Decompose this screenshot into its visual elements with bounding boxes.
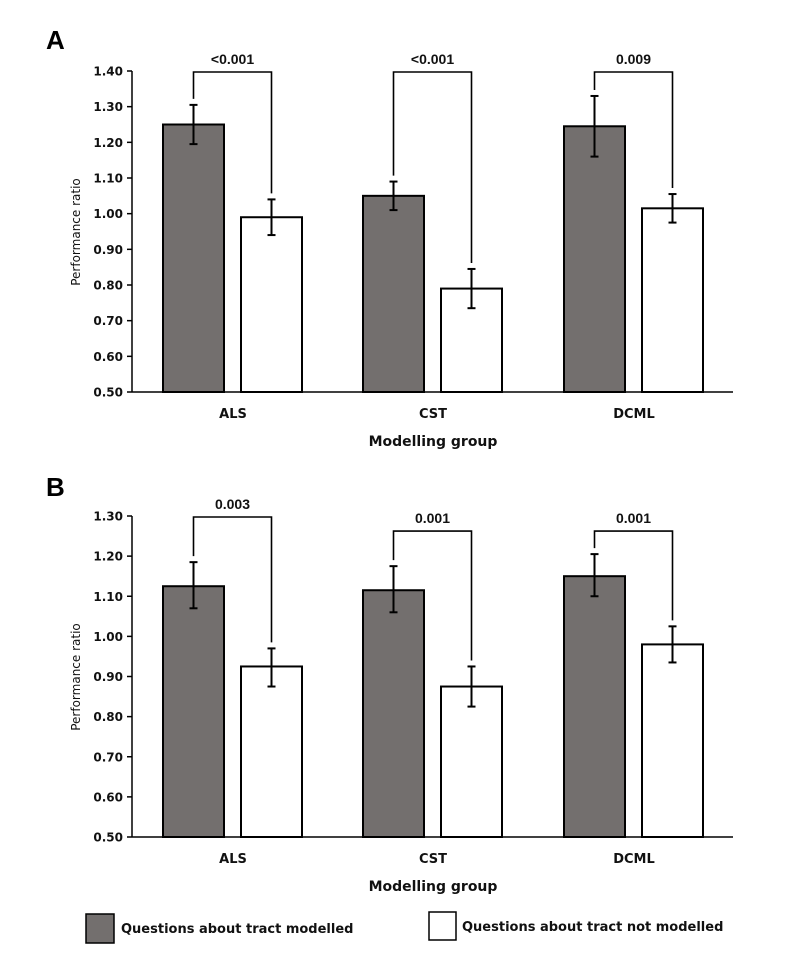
panel-label-b: B [46, 472, 65, 502]
chart-a-p-value: <0.001 [211, 51, 254, 67]
chart-b-ytick-label: 0.80 [93, 710, 123, 724]
chart-a-ytick-label: 1.00 [93, 207, 123, 221]
chart-a-ylabel: Performance ratio [69, 178, 83, 286]
chart-b-bar-dcml-not-modelled [641, 643, 704, 839]
chart-b-ytick-label: 0.50 [93, 831, 123, 845]
legend-swatch-not-modelled [428, 911, 457, 941]
chart-a-ytick-label: 0.50 [93, 386, 123, 400]
chart-b-bar-cst-modelled [362, 589, 425, 839]
chart-b-p-value: 0.003 [215, 496, 250, 512]
chart-b-ytick-label: 1.30 [93, 510, 123, 524]
chart-a-ytick-label: 1.40 [93, 65, 123, 79]
chart-b-bar-cst-not-modelled [440, 685, 503, 838]
chart-a-ytick-label: 0.70 [93, 314, 123, 328]
chart-a-p-value: <0.001 [411, 51, 454, 67]
chart-b-ytick-label: 0.90 [93, 670, 123, 684]
chart-a-bar-als-modelled [162, 123, 225, 393]
chart-a-ytick-label: 0.60 [93, 350, 123, 364]
chart-a-category-label: CST [419, 407, 447, 422]
chart-b-p-value: 0.001 [616, 510, 651, 526]
chart-b-significance-bracket [192, 516, 273, 643]
chart-b-category-label: CST [419, 852, 447, 867]
chart-a-category-label: ALS [219, 407, 247, 422]
panel-label-a: A [46, 25, 65, 55]
chart-b: Performance ratio Modelling group 0.50 0.… [69, 496, 733, 895]
chart-a-ytick-label: 1.10 [93, 172, 123, 186]
chart-a-bar-als-not-modelled [240, 216, 303, 393]
chart-a-ytick-label: 0.80 [93, 279, 123, 293]
chart-b-significance-bracket [593, 530, 674, 621]
chart-b-ytick-label: 0.70 [93, 750, 123, 764]
chart-b-significance-bracket [392, 530, 473, 661]
chart-a-ytick-label: 0.90 [93, 243, 123, 257]
chart-a-bar-dcml-not-modelled [641, 207, 704, 393]
chart-b-p-value: 0.001 [415, 510, 450, 526]
chart-b-bar-als-modelled [162, 585, 225, 838]
chart-b-ytick-label: 1.10 [93, 590, 123, 604]
chart-a-bar-cst-modelled [362, 194, 425, 393]
legend-label-not-modelled: Questions about tract not modelled [462, 920, 723, 935]
chart-a-p-value: 0.009 [616, 51, 651, 67]
legend-label-modelled: Questions about tract modelled [121, 922, 353, 937]
chart-b-category-label: DCML [613, 852, 655, 867]
chart-b-bar-als-not-modelled [240, 665, 303, 838]
chart-a-significance-bracket [192, 71, 273, 194]
chart-a-ytick-label: 1.20 [93, 136, 123, 150]
chart-b-ylabel: Performance ratio [69, 623, 83, 731]
chart-a: Performance ratio Modelling group 0.50 0.… [69, 51, 733, 450]
legend: Questions about tract modelled Questions… [85, 911, 723, 944]
chart-b-bar-dcml-modelled [563, 575, 626, 838]
chart-a-significance-bracket [593, 71, 674, 189]
chart-a-category-label: DCML [613, 407, 655, 422]
chart-b-xlabel: Modelling group [369, 879, 498, 895]
chart-b-ytick-label: 1.00 [93, 630, 123, 644]
chart-a-bar-dcml-modelled [563, 125, 626, 394]
chart-b-ytick-label: 1.20 [93, 550, 123, 564]
chart-b-category-label: ALS [219, 852, 247, 867]
chart-a-xlabel: Modelling group [369, 434, 498, 450]
chart-b-ytick-label: 0.60 [93, 790, 123, 804]
legend-swatch-modelled [85, 913, 115, 944]
chart-a-ytick-label: 1.30 [93, 100, 123, 114]
chart-a-significance-bracket [392, 71, 473, 263]
